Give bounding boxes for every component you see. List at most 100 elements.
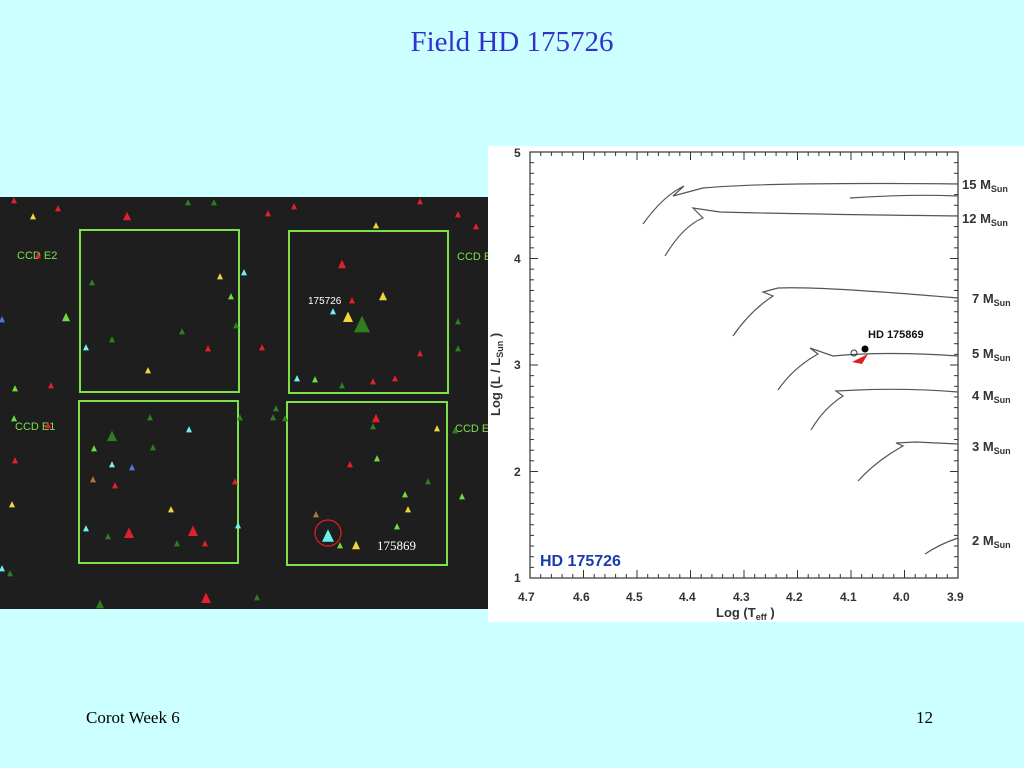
star-marker [145, 367, 151, 374]
star-marker [83, 344, 89, 351]
star-marker [374, 455, 380, 462]
star-marker [11, 197, 17, 204]
star-marker [452, 427, 458, 434]
star-marker [455, 318, 461, 325]
star-marker [233, 322, 239, 329]
star-marker [217, 273, 223, 280]
star-marker [12, 457, 18, 464]
star-marker [30, 213, 36, 220]
x-tick-label: 4.5 [626, 590, 643, 604]
x-tick-label: 4.2 [786, 590, 803, 604]
star-marker [425, 478, 431, 485]
track-5msun [777, 347, 959, 391]
track-4msun [810, 388, 959, 431]
star-marker [455, 345, 461, 352]
star-marker [112, 482, 118, 489]
slide-title: Field HD 175726 [410, 26, 614, 58]
star-marker [294, 375, 300, 382]
star-marker [394, 523, 400, 530]
star-marker [338, 259, 346, 269]
hr-diagram-svg: 1 2 3 4 5 4.7 4.6 4.5 4.4 4.3 4.2 4.1 4.… [488, 146, 1011, 622]
star-marker [7, 570, 13, 577]
star-marker [174, 540, 180, 547]
star-marker [402, 491, 408, 498]
star-marker [0, 316, 5, 323]
star-marker [109, 336, 115, 343]
star-markers [0, 197, 479, 609]
ccd-label: CCD E1 [455, 423, 490, 435]
track-3msun [857, 441, 959, 482]
star-marker [186, 426, 192, 433]
star-marker [124, 527, 134, 538]
star-marker [392, 375, 398, 382]
star-marker [211, 199, 217, 206]
star-marker [372, 413, 380, 423]
star-marker [202, 540, 208, 547]
star-marker [322, 529, 334, 542]
star-marker [168, 506, 174, 513]
star-marker [417, 350, 423, 357]
star-marker [9, 501, 15, 508]
page-number: 12 [916, 708, 933, 727]
star-marker [48, 382, 54, 389]
star-marker [12, 385, 18, 392]
star-label-175726: 175726 [308, 296, 342, 307]
y-tick-label: 5 [514, 146, 521, 160]
star-marker [330, 308, 336, 315]
y-axis-label: Log (L / LSun ) [488, 333, 505, 416]
star-marker [185, 199, 191, 206]
x-tick-label: 4.3 [733, 590, 750, 604]
star-marker [354, 315, 370, 333]
star-marker [90, 476, 96, 483]
ccd-frame [78, 400, 239, 564]
star-marker [11, 415, 17, 422]
x-tick-label: 4.6 [573, 590, 590, 604]
star-marker [417, 198, 423, 205]
star-marker [123, 211, 131, 221]
star-marker [455, 211, 461, 218]
star-marker [343, 311, 353, 322]
star-marker [0, 565, 5, 572]
star-marker [107, 430, 117, 441]
star-marker [282, 415, 288, 422]
ccd-label: CCD E1 [15, 421, 55, 433]
track-15msun [642, 182, 959, 225]
star-marker [105, 533, 111, 540]
y-tick-label: 3 [514, 358, 521, 372]
target-star-open-point [850, 349, 858, 357]
mass-label: 5 MSun [972, 346, 1011, 363]
star-marker [232, 478, 238, 485]
star-marker [273, 405, 279, 412]
star-marker [237, 414, 243, 421]
track-12msun [664, 207, 959, 257]
star-marker [179, 328, 185, 335]
track-15msun-extra [849, 194, 959, 199]
x-tick-label: 4.7 [518, 590, 535, 604]
star-marker [373, 222, 379, 229]
target-star-label: HD 175869 [868, 329, 924, 341]
star-marker [337, 542, 343, 549]
star-marker [228, 293, 234, 300]
star-marker [459, 493, 465, 500]
ccd-field-image: CCD E2 CCD E1 CCD E2 CCD E1 175726 17586… [0, 197, 490, 609]
star-marker [265, 210, 271, 217]
ccd-frame [288, 230, 449, 394]
track-2msun [924, 537, 959, 555]
star-marker [129, 464, 135, 471]
mass-label: 4 MSun [972, 388, 1011, 405]
star-marker [405, 506, 411, 513]
x-tick-label: 4.0 [893, 590, 910, 604]
overlay-label: HD 175726 [540, 553, 621, 570]
star-label-175869: 175869 [377, 538, 416, 553]
star-marker [370, 378, 376, 385]
star-marker [254, 594, 260, 601]
star-marker [89, 279, 95, 286]
star-marker [205, 345, 211, 352]
target-circle-marker [314, 519, 342, 547]
ccd-field-svg: CCD E2 CCD E1 CCD E2 CCD E1 175726 17586… [0, 197, 490, 609]
x-tick-label: 3.9 [947, 590, 964, 604]
footer-left: Corot Week 6 [86, 708, 180, 727]
x-tick-label: 4.1 [840, 590, 857, 604]
star-marker [91, 445, 97, 452]
star-marker [370, 423, 376, 430]
